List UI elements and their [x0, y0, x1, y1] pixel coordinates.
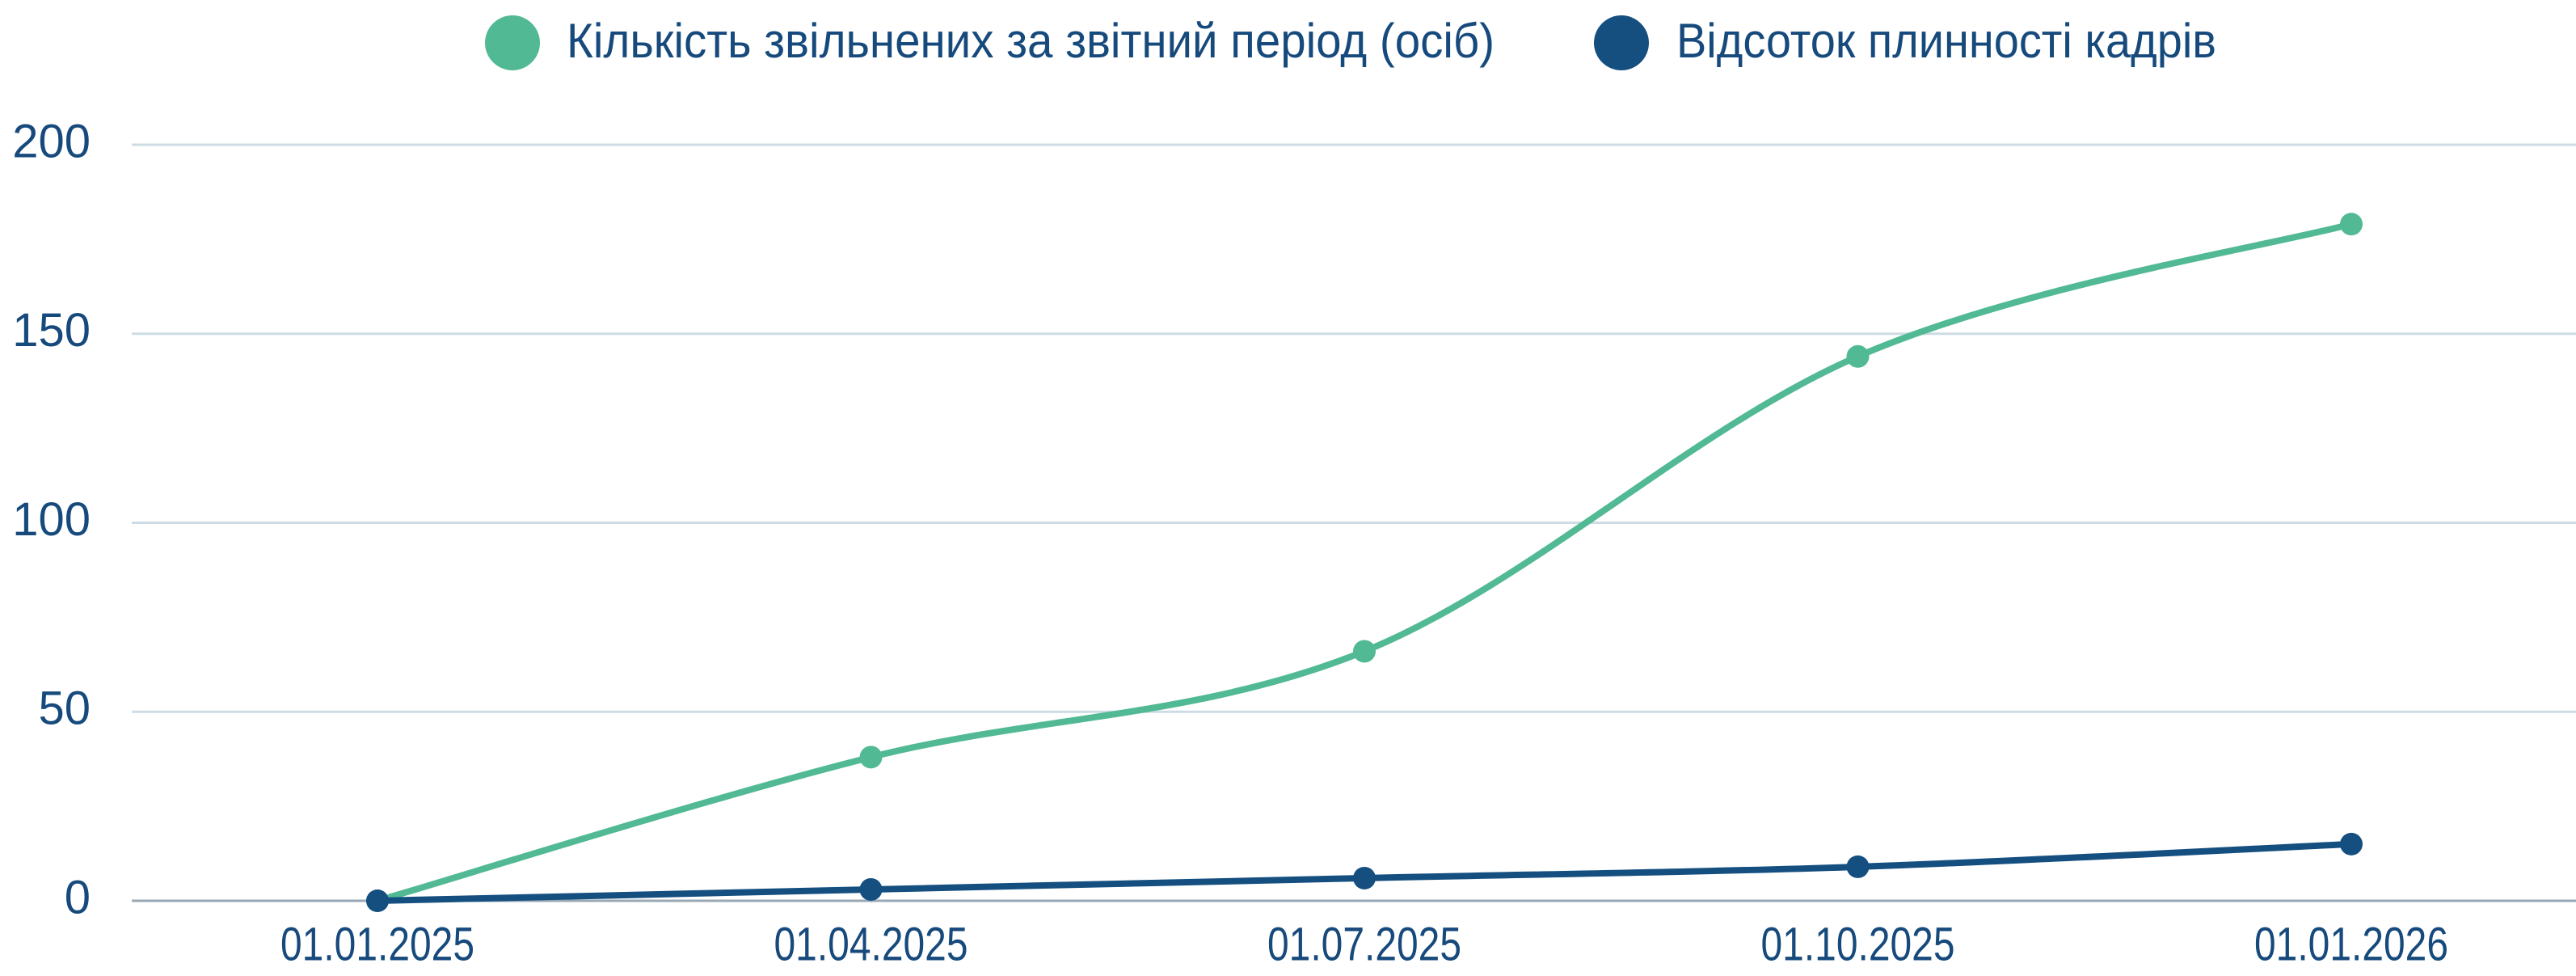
- legend-label: Відсоток плинності кадрів: [1676, 14, 2216, 68]
- line: [376, 221, 2353, 904]
- point: [366, 889, 389, 912]
- y-tick-label: 100: [12, 493, 91, 546]
- legend-marker: [485, 15, 540, 70]
- y-tick-label: 50: [38, 682, 91, 735]
- point: [1353, 640, 1376, 663]
- point: [1846, 344, 1870, 368]
- y-tick-label: 0: [65, 871, 91, 923]
- legend: Кількість звільнених за звітний період (…: [485, 14, 2216, 70]
- point: [859, 877, 883, 901]
- point: [859, 746, 883, 769]
- x-tick-label: 01.10.2025: [1761, 918, 1955, 970]
- x-tick-label: 01.01.2025: [280, 918, 474, 970]
- point: [2340, 832, 2363, 856]
- point: [2340, 213, 2363, 236]
- y-tick-label: 200: [12, 115, 91, 167]
- point: [1353, 866, 1376, 889]
- legend-label: Кількість звільнених за звітний період (…: [567, 14, 1495, 68]
- x-tick-label: 01.07.2025: [1267, 918, 1461, 970]
- point: [1846, 855, 1870, 878]
- y-tick-label: 150: [12, 304, 91, 357]
- x-tick-label: 01.04.2025: [774, 918, 968, 970]
- legend-marker: [1594, 15, 1649, 70]
- x-tick-label: 01.01.2026: [2254, 918, 2448, 970]
